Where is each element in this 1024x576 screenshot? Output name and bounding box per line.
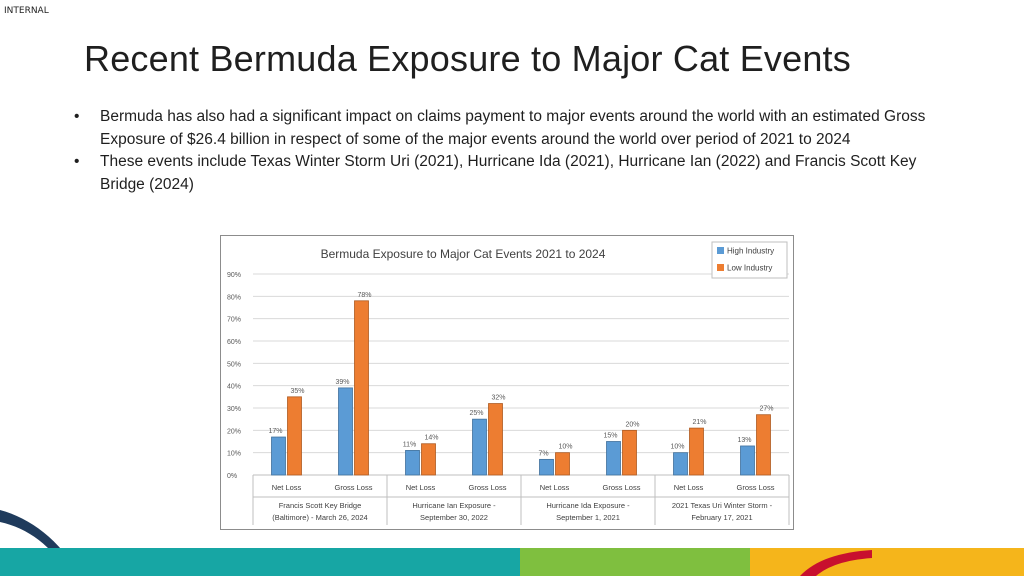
data-label: 78%: [357, 292, 371, 299]
group-label: Francis Scott Key Bridge: [279, 501, 362, 510]
bar-high-industry: [338, 387, 353, 476]
x-category-label: Gross Loss: [335, 483, 373, 492]
bar-series: 17% 35% 39% 78% 11% 14% 25% 32% 7% 10% 15% 20% 10% 21…: [268, 292, 774, 476]
bar-high-industry: [606, 441, 621, 476]
bar-low-industry: [555, 452, 570, 476]
legend-swatch-low-industry: [717, 264, 724, 271]
bar-low-industry: [488, 403, 503, 476]
y-tick-label: 30%: [227, 406, 241, 413]
x-axis: Net Loss Gross Loss Net Loss Gross Loss Net …: [252, 475, 790, 525]
data-label: 32%: [491, 395, 505, 402]
footer-stripe: [0, 548, 1024, 576]
legend-label-high-industry: High Industry: [727, 247, 774, 256]
data-label: 25%: [469, 410, 483, 417]
x-category-label: Net Loss: [406, 483, 436, 492]
bullet-list: Bermuda has also had a significant impac…: [74, 106, 954, 196]
bar-chart: Bermuda Exposure to Major Cat Events 202…: [227, 241, 790, 525]
data-label: 11%: [403, 441, 417, 448]
chart-legend: High Industry Low Industry: [711, 241, 788, 279]
y-tick-label: 0%: [227, 473, 237, 480]
bar-low-industry: [354, 300, 369, 476]
data-label: 7%: [538, 450, 548, 457]
group-label: 2021 Texas Uri Winter Storm -: [672, 501, 773, 510]
bar-low-industry: [287, 396, 302, 476]
x-category-label: Gross Loss: [603, 483, 641, 492]
data-label: 15%: [603, 433, 617, 440]
data-label: 13%: [737, 437, 751, 444]
bar-high-industry: [740, 445, 755, 476]
y-axis: 0% 10% 20% 30% 40% 50% 60% 70% 80% 90%: [227, 272, 241, 480]
classification-label: INTERNAL: [4, 6, 49, 16]
bullet-item: Bermuda has also had a significant impac…: [74, 106, 954, 151]
bar-high-industry: [539, 458, 554, 476]
x-category-label: Net Loss: [540, 483, 570, 492]
stripe-teal: [0, 548, 520, 576]
bar-low-industry: [756, 414, 771, 476]
data-label: 17%: [268, 428, 282, 435]
y-tick-label: 10%: [227, 451, 241, 458]
bar-low-industry: [421, 443, 436, 476]
x-category-label: Gross Loss: [737, 483, 775, 492]
data-label: 27%: [759, 406, 773, 413]
y-tick-label: 80%: [227, 294, 241, 301]
x-category-label: Gross Loss: [469, 483, 507, 492]
data-label: 39%: [335, 379, 349, 386]
y-tick-label: 40%: [227, 384, 241, 391]
group-label: September 30, 2022: [420, 513, 488, 522]
data-label: 21%: [692, 419, 706, 426]
data-label: 35%: [290, 388, 304, 395]
data-label: 14%: [424, 435, 438, 442]
group-label: (Baltimore) - March 26, 2024: [272, 513, 367, 522]
y-tick-label: 90%: [227, 272, 241, 279]
gridlines: [253, 273, 789, 476]
x-category-label: Net Loss: [674, 483, 704, 492]
bar-low-industry: [622, 429, 637, 476]
bar-low-industry: [689, 427, 704, 476]
group-label: February 17, 2021: [691, 513, 752, 522]
group-label: September 1, 2021: [556, 513, 620, 522]
stripe-green: [520, 548, 750, 576]
y-tick-label: 50%: [227, 361, 241, 368]
bar-high-industry: [673, 452, 688, 476]
x-category-label: Net Loss: [272, 483, 302, 492]
bar-high-industry: [472, 418, 487, 476]
y-tick-label: 70%: [227, 317, 241, 324]
slide-title: Recent Bermuda Exposure to Major Cat Eve…: [84, 38, 851, 79]
group-label: Hurricane Ian Exposure -: [412, 501, 496, 510]
data-label: 20%: [625, 421, 639, 428]
y-tick-label: 60%: [227, 339, 241, 346]
chart-title: Bermuda Exposure to Major Cat Events 202…: [321, 247, 606, 261]
group-label: Hurricane Ida Exposure -: [546, 501, 630, 510]
data-label: 10%: [670, 444, 684, 451]
legend-box: [711, 241, 788, 279]
chart-container: Bermuda Exposure to Major Cat Events 202…: [220, 235, 794, 530]
y-tick-label: 20%: [227, 428, 241, 435]
bar-high-industry: [405, 450, 420, 476]
bullet-item: These events include Texas Winter Storm …: [74, 151, 954, 196]
legend-label-low-industry: Low Industry: [727, 264, 772, 273]
data-label: 10%: [558, 444, 572, 451]
stripe-yellow: [750, 548, 1024, 576]
stripe-red-curve: [800, 550, 872, 576]
bar-high-industry: [271, 436, 286, 476]
legend-swatch-high-industry: [717, 247, 724, 254]
